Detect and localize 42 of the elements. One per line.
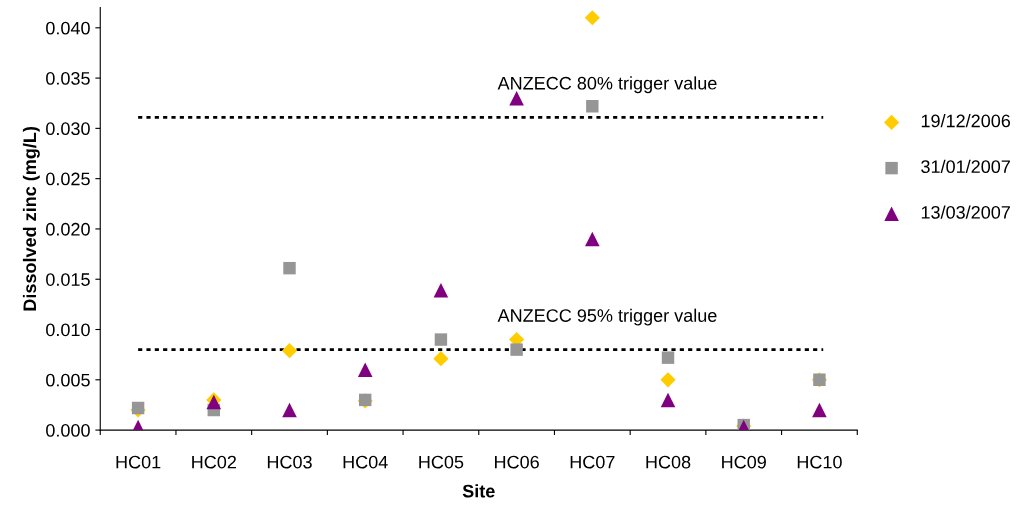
point	[433, 283, 449, 298]
x-tick-label: HC04	[343, 455, 388, 469]
x-tick-label: HC08	[646, 455, 691, 469]
x-axis-title: Site	[462, 484, 495, 498]
point	[509, 90, 524, 106]
legend-label: 13/03/2007	[921, 205, 1010, 219]
y-tick-label: 0.025	[46, 172, 90, 186]
y-tick-label: 0.015	[46, 273, 90, 286]
point	[661, 351, 675, 364]
point	[281, 343, 298, 359]
point	[586, 100, 599, 113]
point	[433, 351, 449, 367]
x-tick-label: HC10	[797, 455, 842, 469]
y-tick-label: 0.035	[46, 72, 90, 85]
y-tick-label: 0.030	[46, 122, 90, 136]
y-tick-label: 0.010	[46, 323, 90, 337]
x-tick-label: HC09	[722, 455, 766, 469]
point	[584, 10, 600, 26]
point	[434, 333, 448, 346]
x-tick-label: HC01	[116, 455, 161, 469]
legend-label: 19/12/2006	[921, 114, 1011, 128]
point	[660, 372, 676, 388]
legend-label: 31/01/2007	[921, 159, 1010, 174]
x-tick-label: HC03	[267, 455, 312, 469]
x-tick-label: HC07	[570, 455, 615, 469]
point	[283, 261, 296, 275]
y-tick-label: 0.040	[46, 21, 90, 35]
point	[282, 402, 297, 418]
x-tick-label: HC06	[495, 455, 539, 469]
point	[660, 392, 676, 408]
point	[585, 231, 600, 247]
y-tick-label: 0.005	[46, 373, 90, 387]
x-tick-label: HC05	[419, 455, 464, 469]
y-axis-title: Dissolved zinc (mg/L)	[22, 126, 40, 311]
point	[812, 402, 827, 418]
y-tick-label: 0.000	[46, 424, 90, 437]
point	[510, 343, 523, 356]
point	[357, 362, 373, 378]
ref-line-label: ANZECC 95% trigger value	[497, 308, 717, 326]
x-tick-label: HC02	[192, 455, 236, 469]
ref-line-label: ANZECC 80% trigger value	[497, 76, 717, 94]
y-tick-label: 0.020	[46, 222, 90, 236]
